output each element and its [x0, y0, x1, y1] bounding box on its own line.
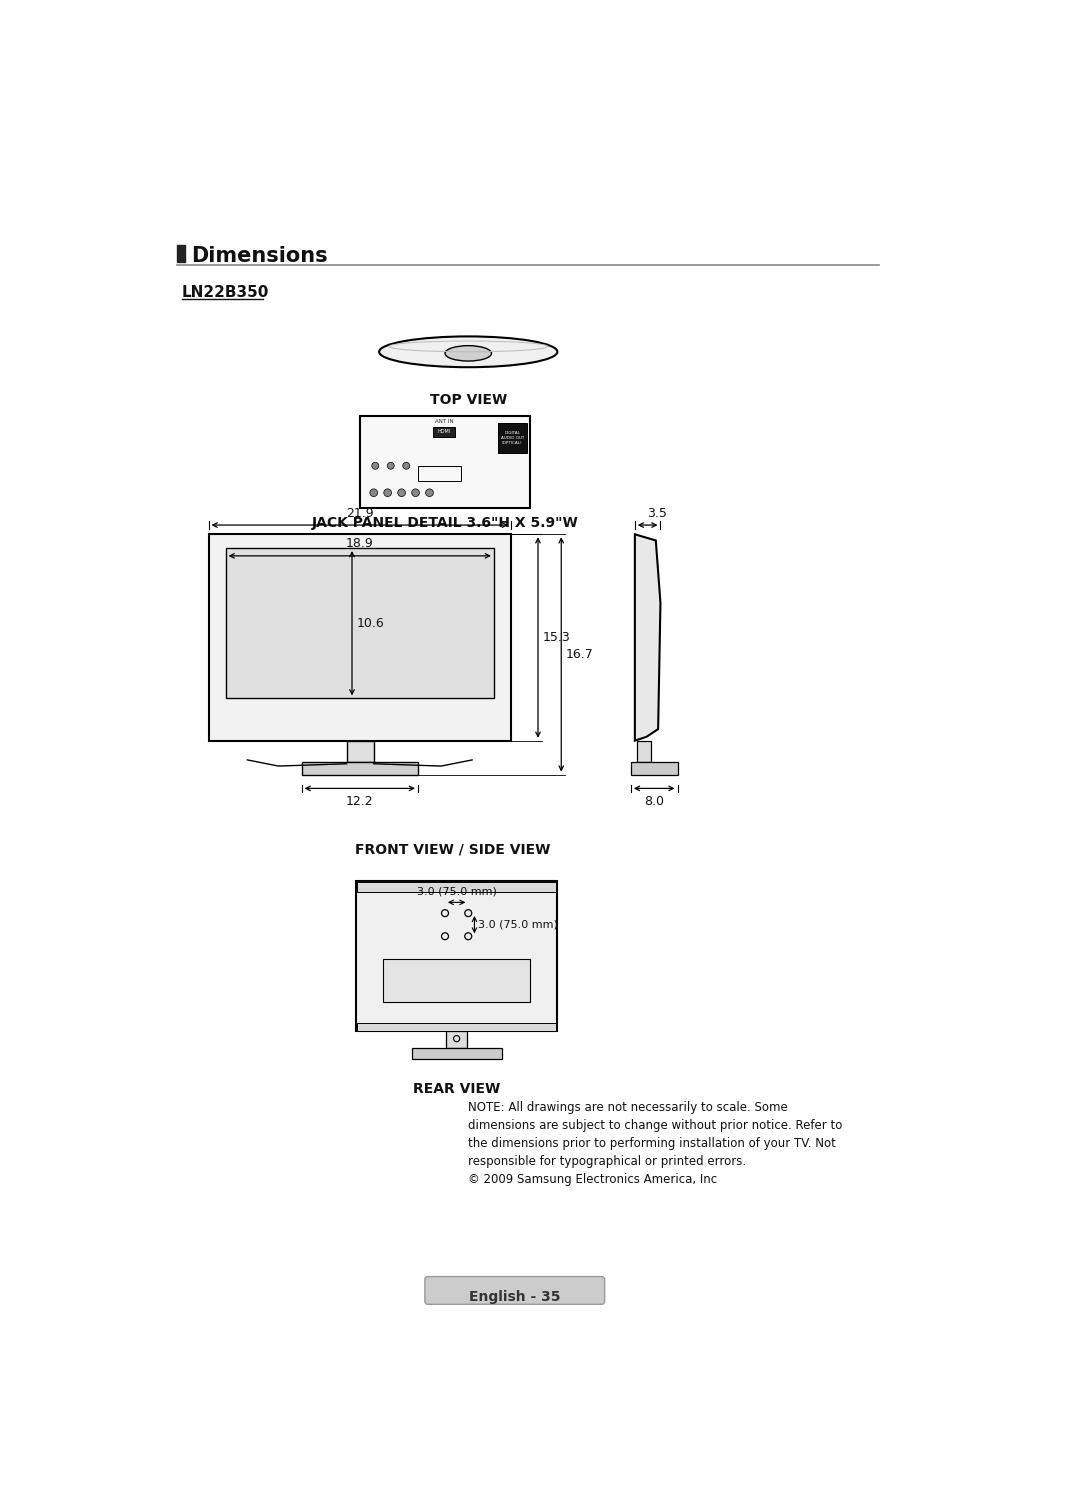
Bar: [446, 1031, 468, 1048]
Bar: [301, 762, 418, 775]
Bar: [383, 960, 530, 1001]
Text: LN22B350: LN22B350: [181, 284, 269, 299]
Text: 3.0 (75.0 mm): 3.0 (75.0 mm): [417, 887, 497, 896]
Text: 10.6: 10.6: [356, 616, 384, 629]
Ellipse shape: [369, 490, 378, 497]
Ellipse shape: [379, 336, 557, 368]
Bar: [208, 534, 511, 741]
Text: DIGITAL
AUDIO OUT
(OPTICAL): DIGITAL AUDIO OUT (OPTICAL): [501, 432, 524, 445]
FancyBboxPatch shape: [424, 1277, 605, 1305]
Bar: [631, 762, 677, 775]
Text: JACK PANEL DETAIL 3.6"H X 5.9"W: JACK PANEL DETAIL 3.6"H X 5.9"W: [312, 516, 579, 530]
Bar: [418, 466, 460, 481]
Text: 16.7: 16.7: [566, 647, 594, 661]
Text: 15.3: 15.3: [542, 631, 570, 644]
Text: FRONT VIEW / SIDE VIEW: FRONT VIEW / SIDE VIEW: [355, 842, 551, 856]
Ellipse shape: [383, 490, 392, 497]
Text: NOTE: All drawings are not necessarily to scale. Some
dimensions are subject to : NOTE: All drawings are not necessarily t…: [469, 1101, 842, 1186]
Polygon shape: [635, 534, 661, 741]
Ellipse shape: [388, 463, 394, 469]
Ellipse shape: [397, 490, 405, 497]
Text: 8.0: 8.0: [645, 795, 664, 808]
Bar: [498, 424, 527, 452]
Bar: [357, 882, 556, 891]
Ellipse shape: [445, 345, 491, 362]
Text: Dimensions: Dimensions: [191, 247, 327, 266]
Text: English - 35: English - 35: [469, 1290, 561, 1305]
Bar: [356, 881, 557, 1031]
Bar: [360, 415, 530, 507]
Text: 3.0 (75.0 mm): 3.0 (75.0 mm): [478, 920, 558, 930]
Text: 18.9: 18.9: [346, 537, 374, 551]
Bar: [226, 548, 494, 698]
Bar: [177, 246, 185, 262]
Text: 21.9: 21.9: [346, 507, 374, 519]
Ellipse shape: [403, 463, 409, 469]
Ellipse shape: [411, 490, 419, 497]
Text: REAR VIEW: REAR VIEW: [413, 1082, 500, 1095]
Bar: [357, 1024, 556, 1031]
Bar: [433, 427, 455, 437]
Ellipse shape: [426, 490, 433, 497]
Text: 3.5: 3.5: [647, 507, 667, 519]
Ellipse shape: [372, 463, 379, 469]
Text: 12.2: 12.2: [346, 795, 374, 808]
Bar: [347, 741, 374, 762]
Text: HDMI: HDMI: [437, 430, 450, 434]
Bar: [637, 741, 651, 762]
Text: TOP VIEW: TOP VIEW: [430, 393, 507, 406]
Text: ANT IN: ANT IN: [435, 420, 454, 424]
Bar: [413, 1048, 501, 1058]
